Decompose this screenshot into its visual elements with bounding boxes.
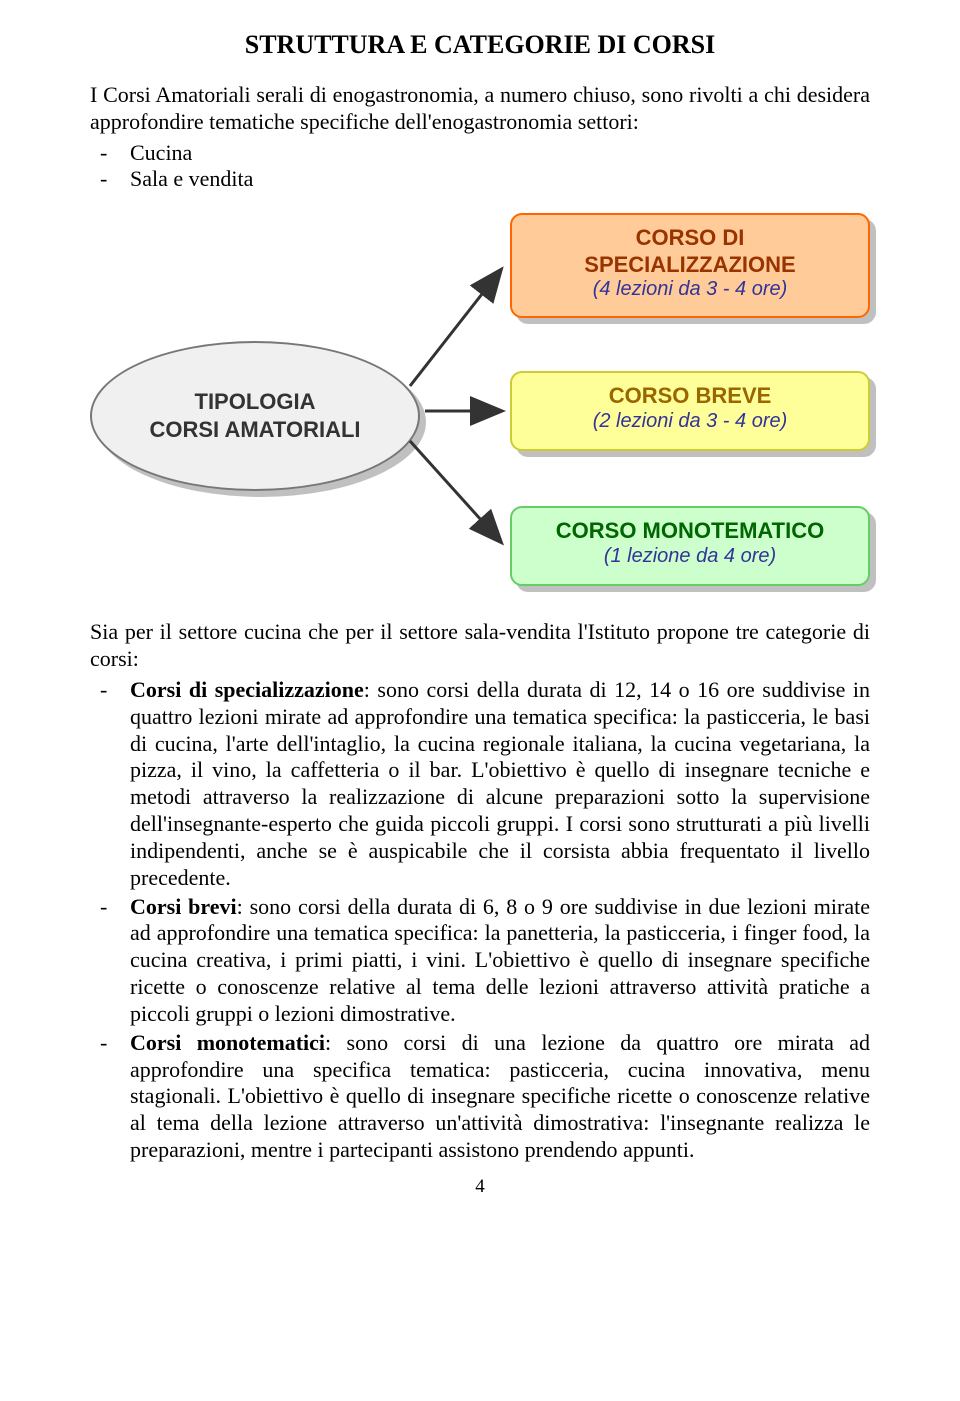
arrow-line — [410, 441, 500, 541]
body-item-label: Corsi brevi — [130, 894, 237, 919]
intro-item: Cucina — [130, 140, 870, 167]
body-list: Corsi di specializzazione: sono corsi de… — [90, 677, 870, 1164]
body-item-label: Corsi monotematici — [130, 1030, 325, 1055]
intro-list: Cucina Sala e vendita — [90, 140, 870, 194]
page-number: 4 — [90, 1176, 870, 1198]
arrow-line — [410, 271, 500, 386]
body-item-label: Corsi di specializzazione — [130, 677, 364, 702]
diagram-arrows — [90, 211, 870, 601]
body-list-item: Corsi brevi: sono corsi della durata di … — [130, 894, 870, 1028]
body-item-text: : sono corsi della durata di 6, 8 o 9 or… — [130, 894, 870, 1026]
body-item-text: : sono corsi della durata di 12, 14 o 16… — [130, 677, 870, 890]
body-list-item: Corsi di specializzazione: sono corsi de… — [130, 677, 870, 892]
body-list-item: Corsi monotematici: sono corsi di una le… — [130, 1030, 870, 1164]
body-intro: Sia per il settore cucina che per il set… — [90, 619, 870, 673]
page-title: STRUTTURA E CATEGORIE DI CORSI — [90, 30, 870, 60]
diagram: TIPOLOGIA CORSI AMATORIALI CORSO DISPECI… — [90, 211, 870, 601]
intro-paragraph: I Corsi Amatoriali serali di enogastrono… — [90, 82, 870, 136]
intro-item: Sala e vendita — [130, 166, 870, 193]
